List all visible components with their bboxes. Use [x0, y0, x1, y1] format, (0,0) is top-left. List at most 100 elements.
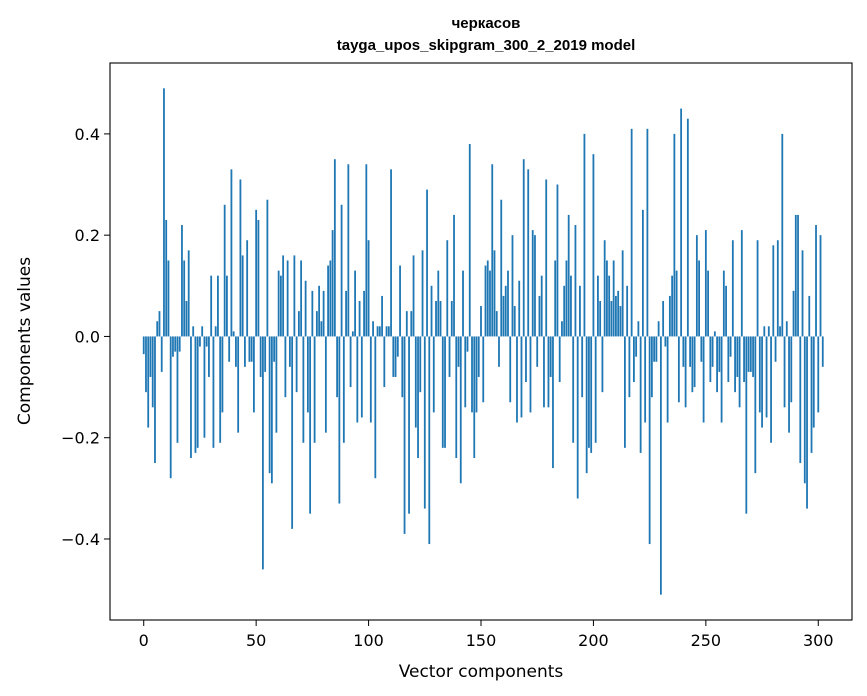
bar-component-41: [235, 336, 237, 367]
bar-component-140: [457, 336, 460, 367]
bar-component-172: [529, 336, 532, 413]
bar-component-7: [158, 311, 161, 337]
bar-component-260: [727, 336, 730, 383]
bar-component-56: [268, 336, 271, 474]
bar-component-214: [624, 336, 626, 448]
bar-component-109: [387, 326, 390, 337]
bar-component-64: [286, 260, 289, 337]
bar-component-30: [210, 275, 213, 337]
bar-component-199: [590, 336, 593, 453]
bar-component-94: [354, 270, 356, 337]
bar-component-213: [621, 250, 624, 337]
bar-component-180: [547, 336, 550, 408]
bar-component-83: [329, 260, 332, 337]
bar-component-164: [511, 235, 514, 337]
x-tick-label: 250: [691, 631, 722, 650]
bar-component-47: [248, 336, 251, 362]
bar-component-122: [417, 336, 419, 458]
bar-component-197: [585, 336, 588, 474]
bar-component-233: [666, 336, 669, 423]
bar-component-230: [659, 336, 662, 595]
bar-component-240: [682, 336, 685, 367]
bar-component-224: [646, 128, 649, 337]
bar-component-302: [821, 336, 824, 367]
bar-component-250: [704, 230, 707, 337]
bar-component-258: [722, 270, 725, 337]
bar-component-25: [199, 336, 201, 347]
bar-component-32: [214, 326, 217, 337]
bar-component-34: [219, 336, 222, 443]
bar-component-187: [563, 285, 566, 337]
bar-component-176: [538, 295, 541, 337]
bar-component-61: [279, 275, 282, 337]
bar-component-286: [785, 321, 788, 337]
bar-component-13: [172, 336, 174, 357]
bar-component-81: [324, 336, 327, 433]
bar-component-247: [698, 260, 700, 337]
bar-component-72: [304, 280, 307, 337]
bar-component-150: [480, 306, 482, 337]
bar-component-277: [765, 336, 768, 418]
bar-component-147: [473, 336, 476, 458]
x-tick-label: 0: [139, 631, 149, 650]
y-tick-label: −0.4: [61, 530, 100, 549]
bar-component-19: [185, 300, 188, 337]
bar-component-146: [471, 336, 473, 413]
bar-component-191: [572, 336, 575, 443]
bar-component-43: [239, 179, 242, 337]
bar-component-236: [673, 133, 676, 337]
bar-component-159: [500, 199, 503, 337]
bar-component-121: [414, 336, 417, 428]
bar-component-184: [556, 184, 559, 337]
bar-component-182: [552, 336, 554, 469]
x-tick-label: 150: [466, 631, 497, 650]
bar-component-262: [731, 240, 734, 337]
bar-component-192: [574, 225, 577, 337]
bar-component-188: [565, 260, 568, 337]
bar-component-28: [205, 336, 208, 347]
bar-component-96: [358, 300, 361, 337]
bar-component-194: [579, 285, 581, 337]
bar-component-116: [403, 336, 406, 534]
bar-component-76: [313, 336, 316, 443]
bar-component-99: [365, 164, 368, 337]
bar-component-167: [518, 280, 521, 337]
bar-component-234: [668, 295, 671, 337]
bar-component-37: [226, 275, 228, 337]
bar-component-39: [230, 169, 233, 337]
bar-component-222: [641, 209, 644, 337]
bar-component-125: [423, 336, 426, 509]
bar-component-120: [412, 255, 415, 337]
bar-component-126: [426, 189, 428, 337]
bar-component-135: [446, 240, 449, 337]
bar-component-235: [671, 275, 674, 337]
bar-component-11: [167, 260, 170, 337]
bar-component-283: [779, 326, 781, 337]
bar-component-82: [327, 265, 329, 337]
bar-component-190: [570, 275, 572, 337]
bar-component-86: [336, 336, 338, 398]
y-tick-label: −0.2: [61, 429, 100, 448]
bar-component-27: [203, 336, 206, 438]
bar-component-156: [493, 250, 496, 337]
bar-component-53: [262, 336, 264, 570]
bar-component-174: [534, 235, 536, 337]
y-tick-label: 0.2: [75, 226, 100, 245]
bar-component-18: [183, 260, 186, 337]
bar-component-254: [713, 331, 716, 337]
bar-component-270: [749, 336, 752, 372]
bar-component-208: [610, 300, 613, 337]
bar-component-85: [333, 159, 336, 337]
bar-component-98: [363, 290, 365, 337]
bar-component-48: [250, 336, 253, 362]
y-axis-ticks: −0.4 −0.2 0.0 0.2 0.4: [61, 125, 110, 549]
y-tick-label: 0.4: [75, 125, 100, 144]
bar-component-119: [410, 311, 413, 337]
bar-component-292: [799, 336, 802, 464]
bar-component-66: [291, 336, 294, 529]
bar-component-202: [597, 275, 599, 337]
bar-component-232: [664, 336, 667, 347]
bar-component-4: [151, 336, 154, 408]
bar-component-161: [504, 285, 507, 337]
bar-component-284: [781, 133, 784, 337]
